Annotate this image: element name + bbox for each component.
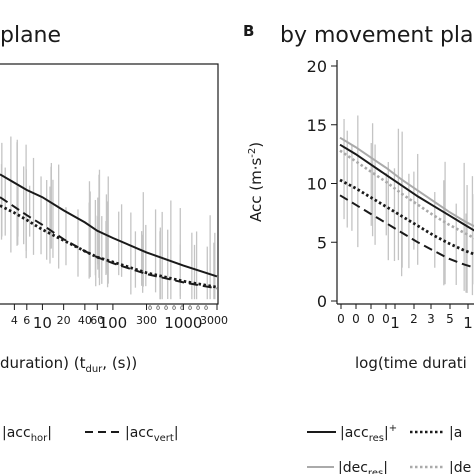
right-x-tick-label: 0 xyxy=(337,312,345,326)
left-x-minor-tick-label: 0 xyxy=(148,305,152,312)
left-x-tick-label: 100 xyxy=(99,314,128,332)
right-x-tick-label: 1 xyxy=(390,314,400,332)
right-y-tick-label: 20 xyxy=(307,57,327,76)
left-x-tick-label: 10 xyxy=(33,314,52,332)
right-y-tick-label: 10 xyxy=(307,175,327,194)
left-series-solid-black xyxy=(0,173,218,278)
right-y-ticks: 0 5 10 15 20 xyxy=(307,57,337,311)
right-x-tick-label: 5 xyxy=(446,312,454,326)
left-x-axis-label: duration) (tdur, (s)) xyxy=(0,354,137,375)
right-x-axis-label: log(time durati xyxy=(355,354,467,372)
left-plot-frame xyxy=(0,63,219,305)
left-x-minor-tick-label: 0 xyxy=(156,305,160,312)
legend-label-acc-vert: |accvert| xyxy=(125,425,179,444)
left-x-tick-label: 6 xyxy=(23,314,30,327)
left-x-tick-label: 60 xyxy=(90,314,104,327)
left-panel-title: plane xyxy=(0,23,61,48)
legend-item-acc-res: |accres|+ xyxy=(307,423,397,444)
left-series-dashed-black xyxy=(0,196,218,290)
left-x-minor-tick-label: 0 xyxy=(204,305,208,312)
right-fit-curves xyxy=(339,136,474,269)
left-x-axis-label-main: duration) (t xyxy=(0,354,86,372)
right-x-tick-label: 0 xyxy=(352,312,360,326)
legend: |acchor| |accvert| |accres|+ |a |decres| xyxy=(2,423,471,474)
right-y-axis-label-sup: -2 xyxy=(247,148,258,158)
right-x-tick-label: 2 xyxy=(410,312,418,326)
right-y-tick-label: 0 xyxy=(317,292,327,311)
right-x-tick-label: 1 xyxy=(463,314,473,332)
legend-item-dec-partial: |de xyxy=(410,460,471,474)
left-x-tick-label: 300 xyxy=(136,314,157,327)
right-panel-letter: B xyxy=(243,22,254,40)
left-x-minor-tick-label: 0 xyxy=(180,305,184,312)
legend-label-acc-partial: |a xyxy=(449,425,462,441)
right-y-tick-label: 5 xyxy=(317,233,327,252)
right-panel-title: by movement plane xyxy=(280,23,474,48)
legend-label-acc-res: |accres|+ xyxy=(340,423,397,444)
right-y-tick-label: 15 xyxy=(307,116,327,135)
right-raw-data-scatter xyxy=(343,115,474,296)
right-y-axis xyxy=(336,60,474,305)
legend-label-dec-partial: |de xyxy=(449,460,471,474)
right-x-tick-label: 0 xyxy=(382,312,390,326)
left-x-minor-tick-label: 0 xyxy=(164,305,168,312)
right-y-axis-label: Acc (m·s-2) xyxy=(247,142,265,222)
legend-item-acc-partial: |a xyxy=(410,425,462,441)
left-raw-data-scatter xyxy=(0,136,216,300)
left-x-tick-label: 1000 xyxy=(164,314,202,332)
left-x-minor-tick-label: 0 xyxy=(172,305,176,312)
left-x-axis-label-tail: , (s)) xyxy=(102,354,137,372)
right-series-dotted-black xyxy=(339,178,474,256)
left-x-axis-label-sub: dur xyxy=(85,364,103,375)
right-series-dashed-black xyxy=(339,194,474,269)
right-y-axis-label-main: Acc (m·s xyxy=(247,158,265,222)
left-x-tick-label: 40 xyxy=(78,314,92,327)
left-x-tick-label: 20 xyxy=(57,314,71,327)
left-x-tick-label: 4 xyxy=(11,314,18,327)
left-x-minor-tick-label: 0 xyxy=(196,305,200,312)
legend-label-acc-hor: |acchor| xyxy=(2,425,52,444)
legend-item-acc-hor: |acchor| xyxy=(2,425,52,444)
legend-label-dec-res: |decres| xyxy=(338,460,388,474)
right-x-tick-label: 0 xyxy=(367,312,375,326)
left-fit-curves xyxy=(0,173,218,290)
right-series-solid-black xyxy=(339,143,474,232)
right-x-tick-label: 3 xyxy=(427,312,435,326)
right-y-axis-label-tail: ) xyxy=(247,142,265,148)
legend-item-acc-vert: |accvert| xyxy=(85,425,179,444)
right-series-solid-gray xyxy=(339,136,474,228)
left-x-tick-label: 3000 xyxy=(200,314,228,327)
legend-item-dec-res: |decres| xyxy=(307,460,388,474)
right-series-dotted-gray xyxy=(339,149,474,240)
left-x-minor-tick-label: 0 xyxy=(188,305,192,312)
